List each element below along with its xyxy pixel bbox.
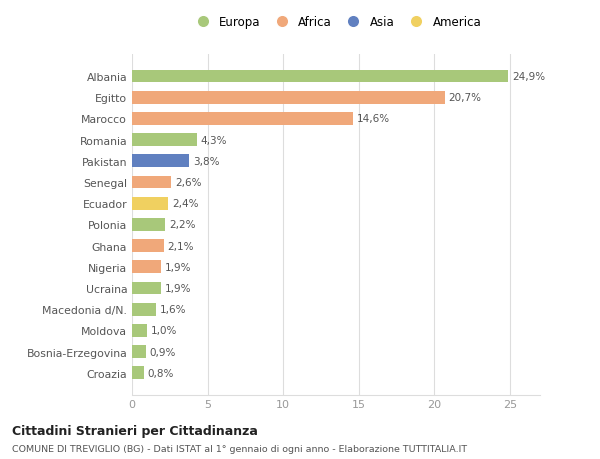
Text: 1,6%: 1,6% <box>160 304 187 314</box>
Legend: Europa, Africa, Asia, America: Europa, Africa, Asia, America <box>188 13 484 31</box>
Bar <box>132 71 508 83</box>
Bar <box>132 92 445 104</box>
Text: 0,8%: 0,8% <box>148 368 174 378</box>
Bar <box>132 218 165 231</box>
Bar <box>132 346 146 358</box>
Text: COMUNE DI TREVIGLIO (BG) - Dati ISTAT al 1° gennaio di ogni anno - Elaborazione : COMUNE DI TREVIGLIO (BG) - Dati ISTAT al… <box>12 444 467 453</box>
Text: 3,8%: 3,8% <box>193 157 220 167</box>
Text: 14,6%: 14,6% <box>356 114 389 124</box>
Bar <box>132 367 144 379</box>
Bar <box>132 176 171 189</box>
Bar <box>132 240 164 252</box>
Text: 2,2%: 2,2% <box>169 220 196 230</box>
Bar <box>132 113 353 125</box>
Bar <box>132 261 161 274</box>
Text: 24,9%: 24,9% <box>512 72 545 82</box>
Text: 4,3%: 4,3% <box>201 135 227 146</box>
Text: 2,6%: 2,6% <box>175 178 202 188</box>
Bar <box>132 155 190 168</box>
Bar <box>132 197 168 210</box>
Bar <box>132 325 147 337</box>
Text: 20,7%: 20,7% <box>449 93 482 103</box>
Text: 2,4%: 2,4% <box>172 199 199 209</box>
Text: Cittadini Stranieri per Cittadinanza: Cittadini Stranieri per Cittadinanza <box>12 424 258 437</box>
Bar <box>132 134 197 147</box>
Text: 0,9%: 0,9% <box>149 347 176 357</box>
Text: 1,9%: 1,9% <box>164 283 191 293</box>
Text: 1,9%: 1,9% <box>164 262 191 272</box>
Bar <box>132 303 156 316</box>
Text: 2,1%: 2,1% <box>167 241 194 251</box>
Bar <box>132 282 161 295</box>
Text: 1,0%: 1,0% <box>151 326 177 336</box>
